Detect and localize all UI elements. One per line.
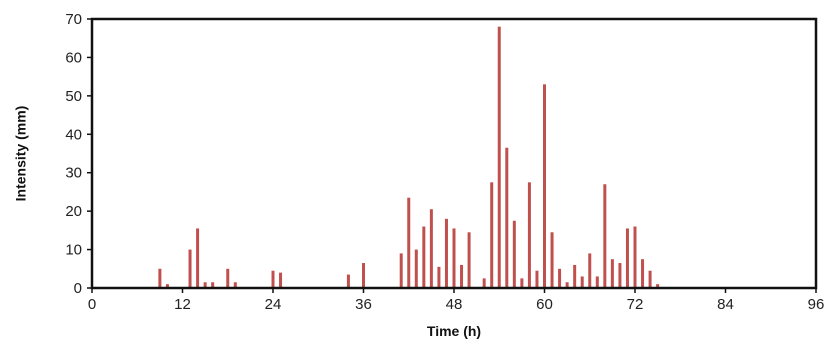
bar [444, 218, 448, 288]
bar [452, 228, 456, 288]
bar [407, 197, 411, 288]
bar [588, 253, 592, 288]
x-tick-label: 60 [536, 296, 553, 313]
bar [603, 184, 607, 288]
bar [656, 284, 660, 288]
bar [437, 266, 441, 288]
bar [610, 259, 614, 288]
y-tick-label: 10 [65, 242, 82, 259]
y-tick-label: 20 [65, 203, 82, 220]
y-tick-label: 40 [65, 126, 82, 143]
y-tick-label: 30 [65, 165, 82, 182]
bar [460, 264, 464, 288]
y-tick-label: 0 [74, 280, 82, 297]
y-axis-title: Intensity (mm) [13, 106, 29, 202]
x-tick-label: 36 [355, 296, 372, 313]
bar [226, 268, 230, 288]
bar [625, 228, 629, 288]
bar [233, 282, 237, 288]
bar [467, 232, 471, 288]
bar [641, 259, 645, 288]
bar [188, 249, 192, 288]
bar [158, 268, 162, 288]
bar [527, 182, 531, 288]
y-axis: 0 10 20 30 40 50 60 70 [65, 11, 92, 297]
x-tick-label: 48 [446, 296, 463, 313]
bar [271, 270, 275, 288]
bar [618, 263, 622, 288]
x-tick-label: 96 [808, 296, 825, 313]
x-tick-label: 84 [717, 296, 734, 313]
bar [580, 276, 584, 288]
bar [543, 84, 546, 288]
bar [497, 26, 501, 288]
x-axis: 0 12 24 36 48 60 72 84 96 [88, 288, 825, 313]
y-tick-label: 70 [65, 11, 82, 28]
y-tick-label: 50 [65, 88, 82, 105]
x-tick-label: 0 [88, 296, 96, 313]
x-tick-label: 72 [627, 296, 644, 313]
bar [573, 264, 577, 288]
bar [482, 278, 486, 288]
bar [550, 232, 554, 288]
bar [565, 282, 569, 288]
bar [279, 272, 283, 288]
bar [165, 284, 169, 288]
bar [422, 226, 426, 288]
bar [211, 282, 215, 288]
bar [520, 278, 524, 288]
x-axis-title: Time (h) [427, 323, 481, 339]
bar [346, 274, 350, 288]
bar [490, 182, 494, 288]
bar [595, 276, 599, 288]
bar [399, 253, 403, 288]
y-tick-label: 60 [65, 49, 82, 66]
bar [414, 249, 418, 288]
bar [633, 226, 637, 288]
bar [196, 228, 200, 288]
bars-layer [158, 26, 660, 288]
bar [535, 270, 539, 288]
bar [362, 263, 365, 288]
bar [429, 209, 433, 288]
x-tick-label: 12 [174, 296, 191, 313]
bar [203, 282, 207, 288]
bar [512, 220, 516, 288]
x-tick-label: 24 [265, 296, 282, 313]
bar [648, 270, 652, 288]
bar [558, 268, 562, 288]
bar [505, 147, 509, 288]
